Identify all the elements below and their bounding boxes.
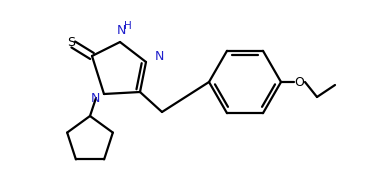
Text: N: N — [154, 50, 164, 64]
Text: N: N — [116, 24, 126, 38]
Text: O: O — [294, 75, 304, 89]
Text: H: H — [124, 21, 132, 31]
Text: N: N — [90, 92, 100, 106]
Text: S: S — [67, 36, 75, 49]
